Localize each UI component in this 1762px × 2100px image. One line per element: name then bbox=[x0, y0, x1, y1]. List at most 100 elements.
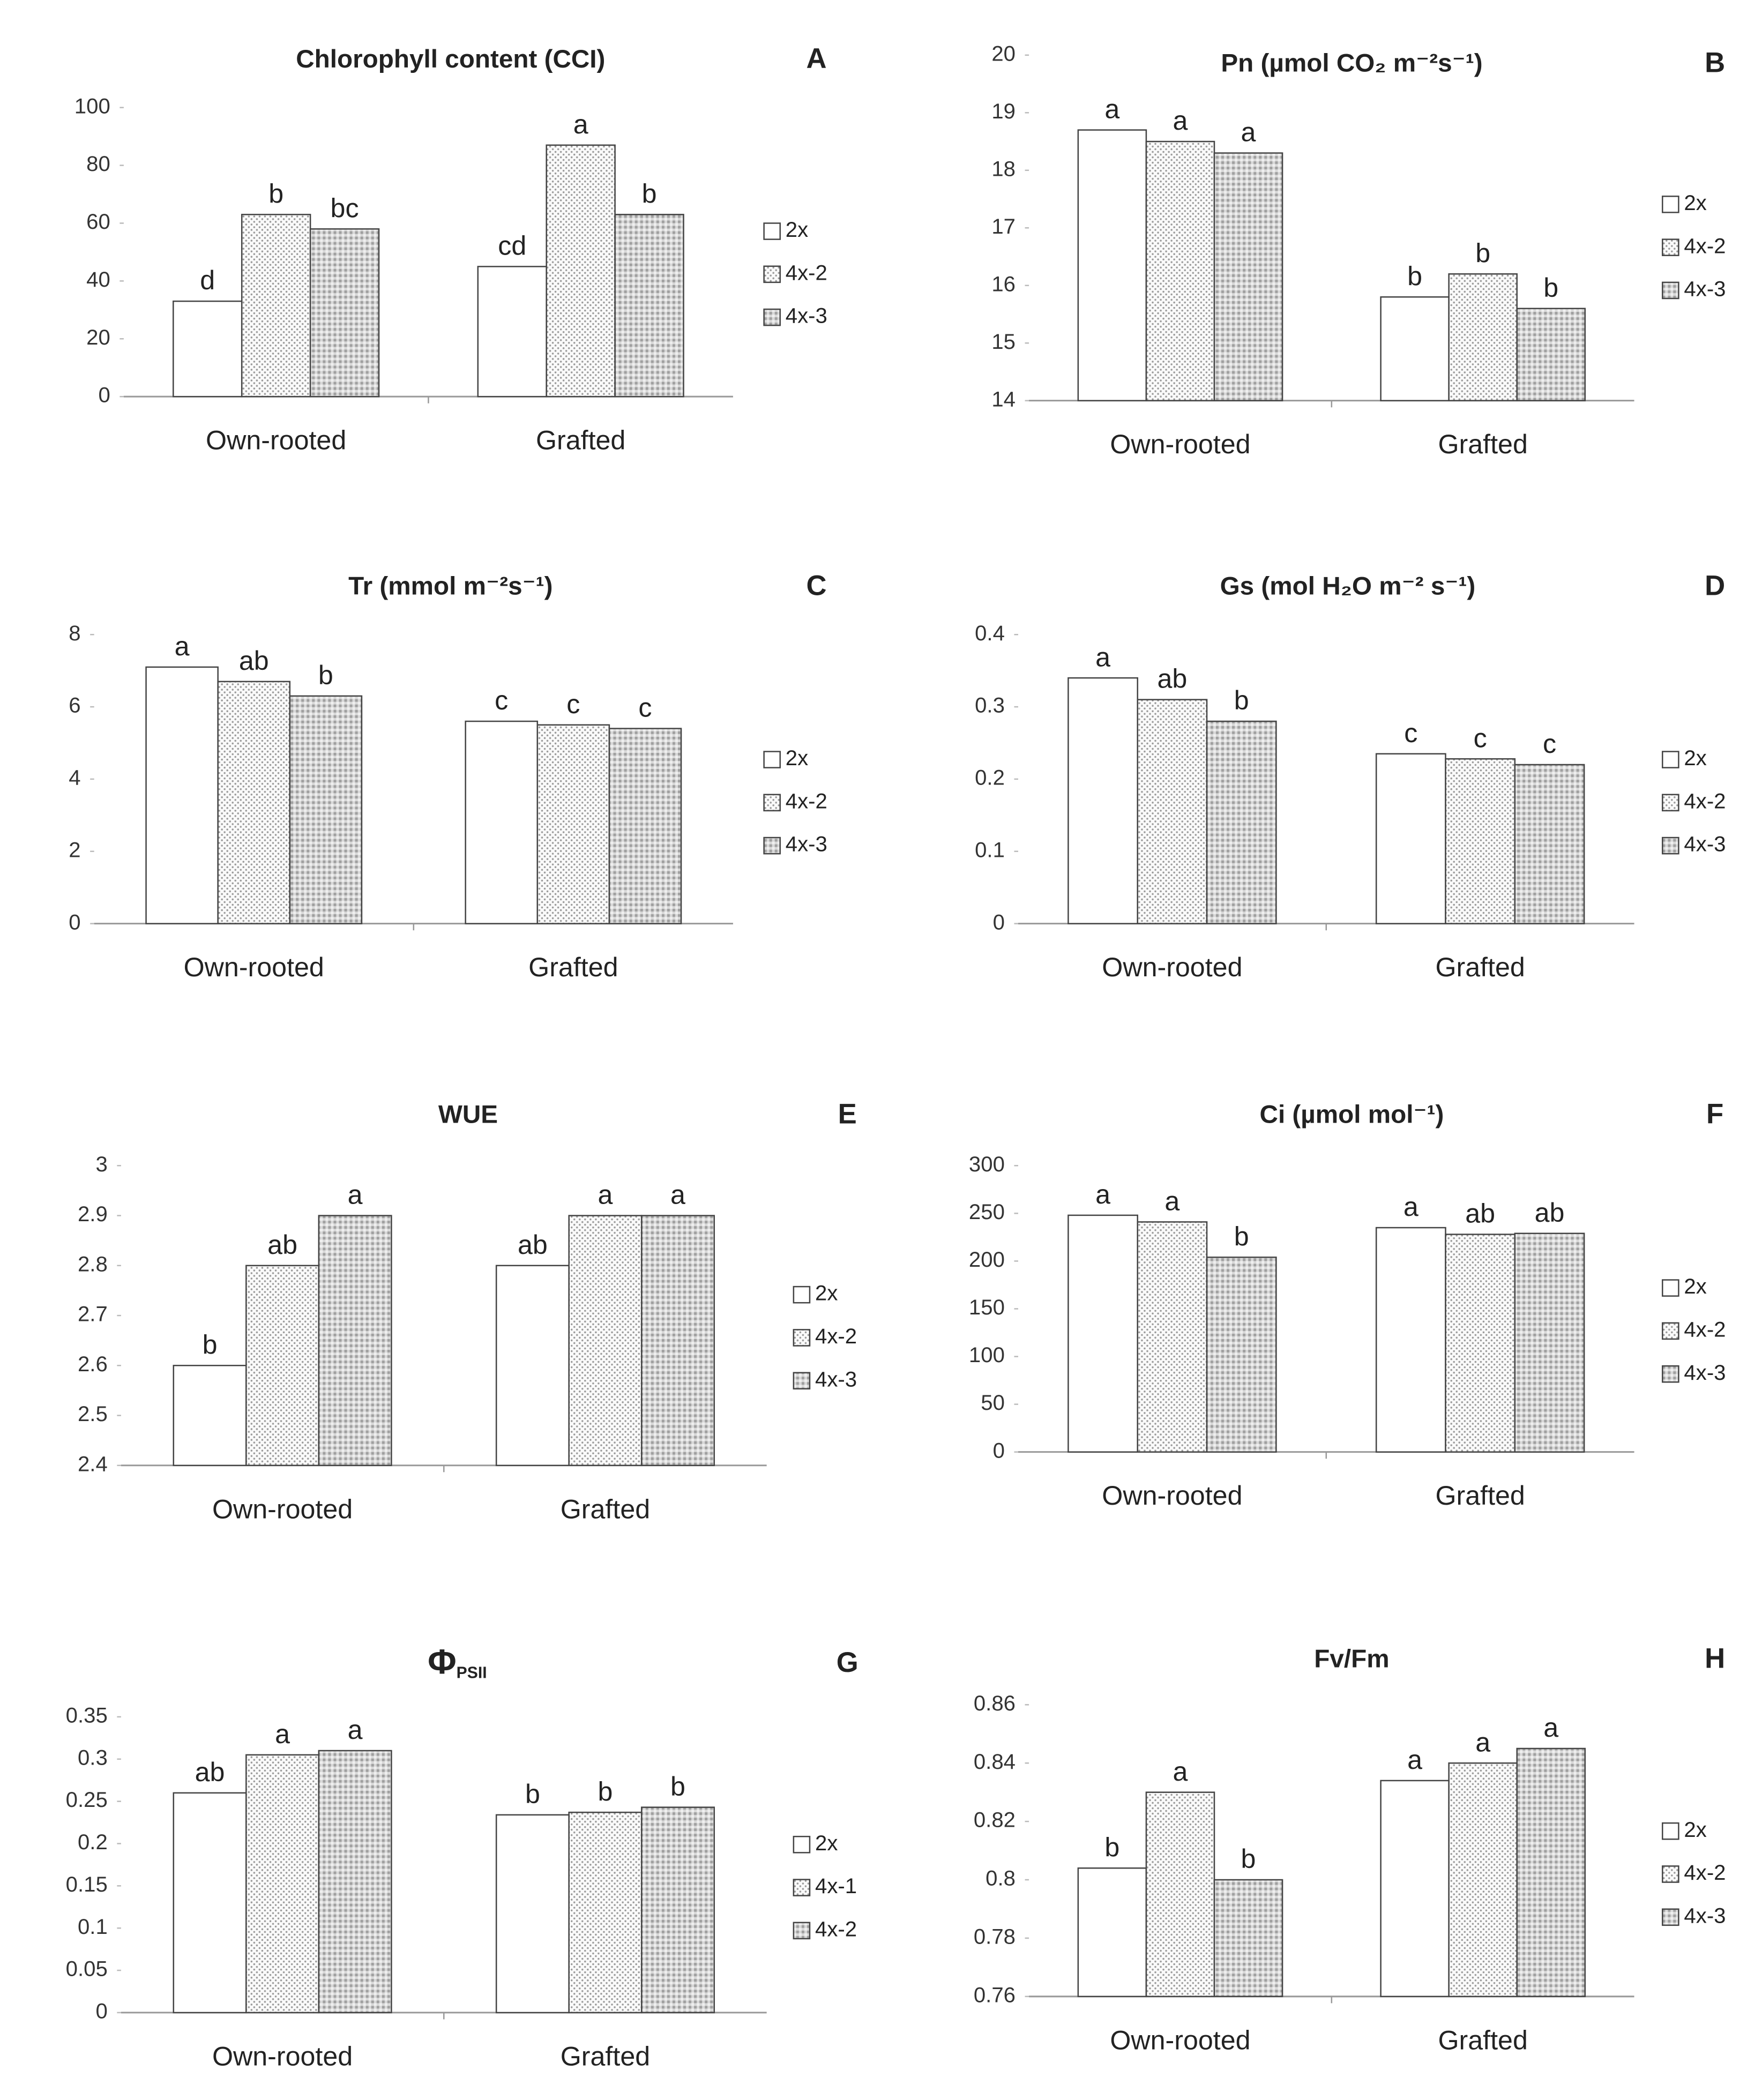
y-tick-label: 2.5 bbox=[78, 1402, 108, 1426]
bar bbox=[318, 1215, 392, 1467]
y-tick-label: 17 bbox=[991, 214, 1016, 238]
significance-label: a bbox=[1543, 1713, 1558, 1743]
x-tick-label: Grafted bbox=[1438, 2025, 1528, 2055]
significance-label: b bbox=[318, 660, 333, 690]
legend-swatch bbox=[1662, 1865, 1679, 1883]
significance-label: a bbox=[1241, 117, 1256, 147]
y-tick-label: 2.7 bbox=[78, 1302, 108, 1326]
x-tick-label: Grafted bbox=[1435, 952, 1525, 982]
significance-label: a bbox=[1173, 106, 1188, 136]
legend-swatch bbox=[1662, 281, 1679, 300]
bar bbox=[217, 681, 291, 924]
significance-label: a bbox=[1095, 1179, 1110, 1209]
bar bbox=[568, 1811, 643, 2014]
chart-title-text: WUE bbox=[438, 1100, 498, 1129]
legend-swatch bbox=[793, 1372, 811, 1390]
y-tick-label: 150 bbox=[969, 1295, 1005, 1319]
x-tick-label: Grafted bbox=[536, 425, 625, 455]
legend-label: 4x-3 bbox=[1684, 1361, 1726, 1385]
bar bbox=[1206, 720, 1277, 924]
y-tick-label: 0.05 bbox=[66, 1957, 108, 1981]
y-tick-label: 0.86 bbox=[974, 1691, 1016, 1715]
y-tick-label: 0.3 bbox=[78, 1745, 108, 1769]
chart-title-text: Chlorophyll content (CCI) bbox=[296, 45, 605, 73]
bar bbox=[1514, 764, 1585, 924]
y-tick-label: 0.8 bbox=[985, 1866, 1016, 1890]
legend-label: 2x bbox=[1684, 1818, 1706, 1842]
significance-label: b bbox=[1234, 685, 1249, 715]
legend-label: 2x bbox=[815, 1831, 838, 1855]
bar bbox=[477, 266, 547, 398]
chart-title: Fv/Fm bbox=[1314, 1645, 1389, 1673]
chart-title: Tr (mmol m⁻²s⁻¹) bbox=[348, 572, 553, 600]
significance-label: d bbox=[200, 265, 215, 295]
chart-panel: WUE E 2.4 2.5 2.6 2.7 2.8 2.9 3 Own-rooted b ab a Gra… bbox=[78, 1098, 857, 1524]
y-tick-label: 16 bbox=[991, 272, 1016, 296]
y-tick-label: 300 bbox=[969, 1152, 1005, 1176]
significance-label: c bbox=[638, 693, 652, 723]
legend-label: 4x-2 bbox=[1684, 234, 1726, 258]
legend-label: 2x bbox=[786, 218, 808, 242]
legend-label: 4x-2 bbox=[1684, 1860, 1726, 1885]
significance-label: c bbox=[1404, 718, 1417, 748]
y-tick-label: 2.8 bbox=[78, 1252, 108, 1276]
bar bbox=[245, 1754, 320, 2014]
y-tick-label: 15 bbox=[991, 330, 1016, 354]
legend-swatch bbox=[1662, 1908, 1679, 1926]
y-tick-label: 0.15 bbox=[66, 1872, 108, 1896]
x-tick-label: Own-rooted bbox=[1110, 2025, 1250, 2055]
y-tick-label: 0 bbox=[95, 1999, 107, 2023]
legend-swatch bbox=[793, 1922, 811, 1940]
y-tick-label: 0.76 bbox=[974, 1983, 1016, 2007]
x-tick-label: Own-rooted bbox=[1102, 1481, 1242, 1511]
legend-swatch bbox=[1662, 1365, 1679, 1383]
bar bbox=[546, 144, 616, 398]
legend-label: 2x bbox=[1684, 1274, 1706, 1298]
bar bbox=[1516, 308, 1586, 401]
significance-label: ab bbox=[1535, 1198, 1565, 1228]
significance-label: b bbox=[1475, 238, 1490, 268]
bar bbox=[495, 1265, 570, 1467]
significance-label: b bbox=[1104, 1832, 1119, 1862]
significance-label: a bbox=[1407, 1745, 1422, 1775]
significance-label: a bbox=[1173, 1757, 1188, 1787]
bar bbox=[1380, 296, 1450, 401]
chart-panel: Pn (µmol CO₂ m⁻²s⁻¹) B 14 15 16 17 18 19 20 Own-r… bbox=[991, 41, 1726, 459]
bar bbox=[1375, 1227, 1446, 1453]
legend-label: 4x-2 bbox=[815, 1324, 857, 1348]
bar bbox=[1445, 1234, 1516, 1453]
y-tick-label: 0.35 bbox=[66, 1703, 108, 1728]
legend-swatch bbox=[793, 1879, 811, 1896]
significance-label: ab bbox=[1157, 664, 1187, 694]
legend-label: 4x-3 bbox=[786, 832, 827, 856]
legend-swatch bbox=[793, 1329, 811, 1347]
bar bbox=[1448, 273, 1518, 401]
y-tick-label: 0.1 bbox=[975, 838, 1005, 862]
significance-label: b bbox=[642, 178, 657, 208]
y-tick-label: 2.6 bbox=[78, 1352, 108, 1376]
panel-letter: D bbox=[1705, 570, 1725, 601]
y-tick-label: 8 bbox=[69, 621, 80, 645]
chart-panel: Ci (µmol mol⁻¹) F 0 50 100 150 200 250 300 Own-ro… bbox=[969, 1098, 1726, 1511]
y-tick-label: 40 bbox=[86, 267, 110, 292]
y-tick-label: 0.1 bbox=[78, 1915, 108, 1939]
x-tick-label: Grafted bbox=[1435, 1481, 1525, 1511]
y-tick-label: 20 bbox=[86, 325, 110, 349]
significance-label: a bbox=[348, 1180, 363, 1210]
significance-label: ab bbox=[239, 646, 269, 676]
significance-label: ab bbox=[267, 1230, 297, 1260]
legend-swatch bbox=[1662, 238, 1679, 256]
chart-title-text: Fv/Fm bbox=[1314, 1645, 1389, 1673]
legend-label: 4x-2 bbox=[1684, 789, 1726, 813]
chart-panel: Chlorophyll content (CCI) A 0 20 40 60 80 100 Ow… bbox=[74, 43, 827, 455]
bar bbox=[1213, 1879, 1283, 1998]
bar bbox=[1077, 129, 1147, 401]
chart-title-text: Ci (µmol mol⁻¹) bbox=[1260, 1100, 1444, 1129]
chart-title: Ci (µmol mol⁻¹) bbox=[1260, 1100, 1444, 1129]
significance-label: b bbox=[1543, 273, 1558, 303]
y-tick-label: 6 bbox=[69, 693, 80, 718]
bar bbox=[640, 1806, 715, 2014]
legend-label: 4x-3 bbox=[1684, 832, 1726, 856]
legend-swatch bbox=[763, 794, 781, 812]
